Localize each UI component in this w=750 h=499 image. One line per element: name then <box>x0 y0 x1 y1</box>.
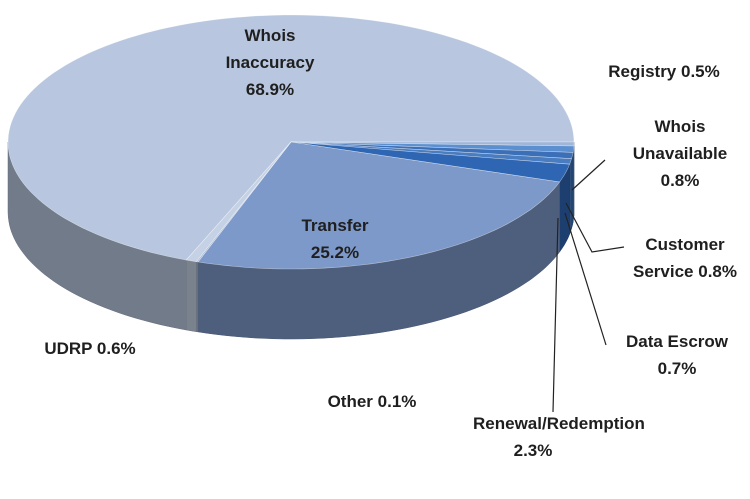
value-label: 0.8% <box>698 262 737 281</box>
pie-slice <box>290 141 571 183</box>
value-label: 2.3% <box>513 441 553 460</box>
slice-label: Whois Inaccuracy 68.9% <box>205 22 335 103</box>
category-label: Whois Inaccuracy <box>225 26 315 72</box>
slice-label: Customer Service 0.8% <box>620 231 750 285</box>
slice-label: Data Escrow 0.7% <box>602 328 750 382</box>
category-label: Renewal/Redemption <box>473 414 645 433</box>
category-label: UDRP <box>44 339 93 358</box>
pie-sides <box>7 141 575 340</box>
pie-slice <box>197 141 561 270</box>
category-label: Whois Unavailable <box>632 117 728 163</box>
slice-label: Transfer 25.2% <box>285 212 385 266</box>
pie-side <box>569 158 572 235</box>
slice-label: UDRP 0.6% <box>20 335 160 362</box>
value-label: 0.1% <box>377 392 417 411</box>
slice-label: Renewal/Redemption 2.3% <box>473 410 645 464</box>
leader-line <box>564 212 607 346</box>
slice-label: Whois Unavailable 0.8% <box>620 113 740 194</box>
pie-side <box>186 259 197 332</box>
leader-line <box>565 202 625 253</box>
category-label: Transfer <box>301 216 369 235</box>
pie-tops <box>7 14 575 270</box>
category-label: Customer Service <box>633 235 725 281</box>
pie-side <box>196 261 199 333</box>
category-label: Data Escrow <box>625 332 729 351</box>
slice-label: Registry 0.5% <box>564 58 750 85</box>
value-label: 25.2% <box>310 243 360 262</box>
value-label: 0.5% <box>681 62 720 81</box>
leader-line <box>571 159 606 191</box>
category-label: Other <box>327 392 373 411</box>
pie-slice <box>185 141 292 263</box>
value-label: 0.6% <box>96 339 136 358</box>
value-label: 68.9% <box>245 80 295 99</box>
slice-label: Other 0.1% <box>312 388 432 415</box>
value-label: 0.8% <box>660 171 700 190</box>
leader-line <box>552 217 559 413</box>
pie-slice <box>7 14 575 261</box>
category-label: Registry <box>608 62 677 81</box>
value-label: 0.7% <box>657 359 697 378</box>
